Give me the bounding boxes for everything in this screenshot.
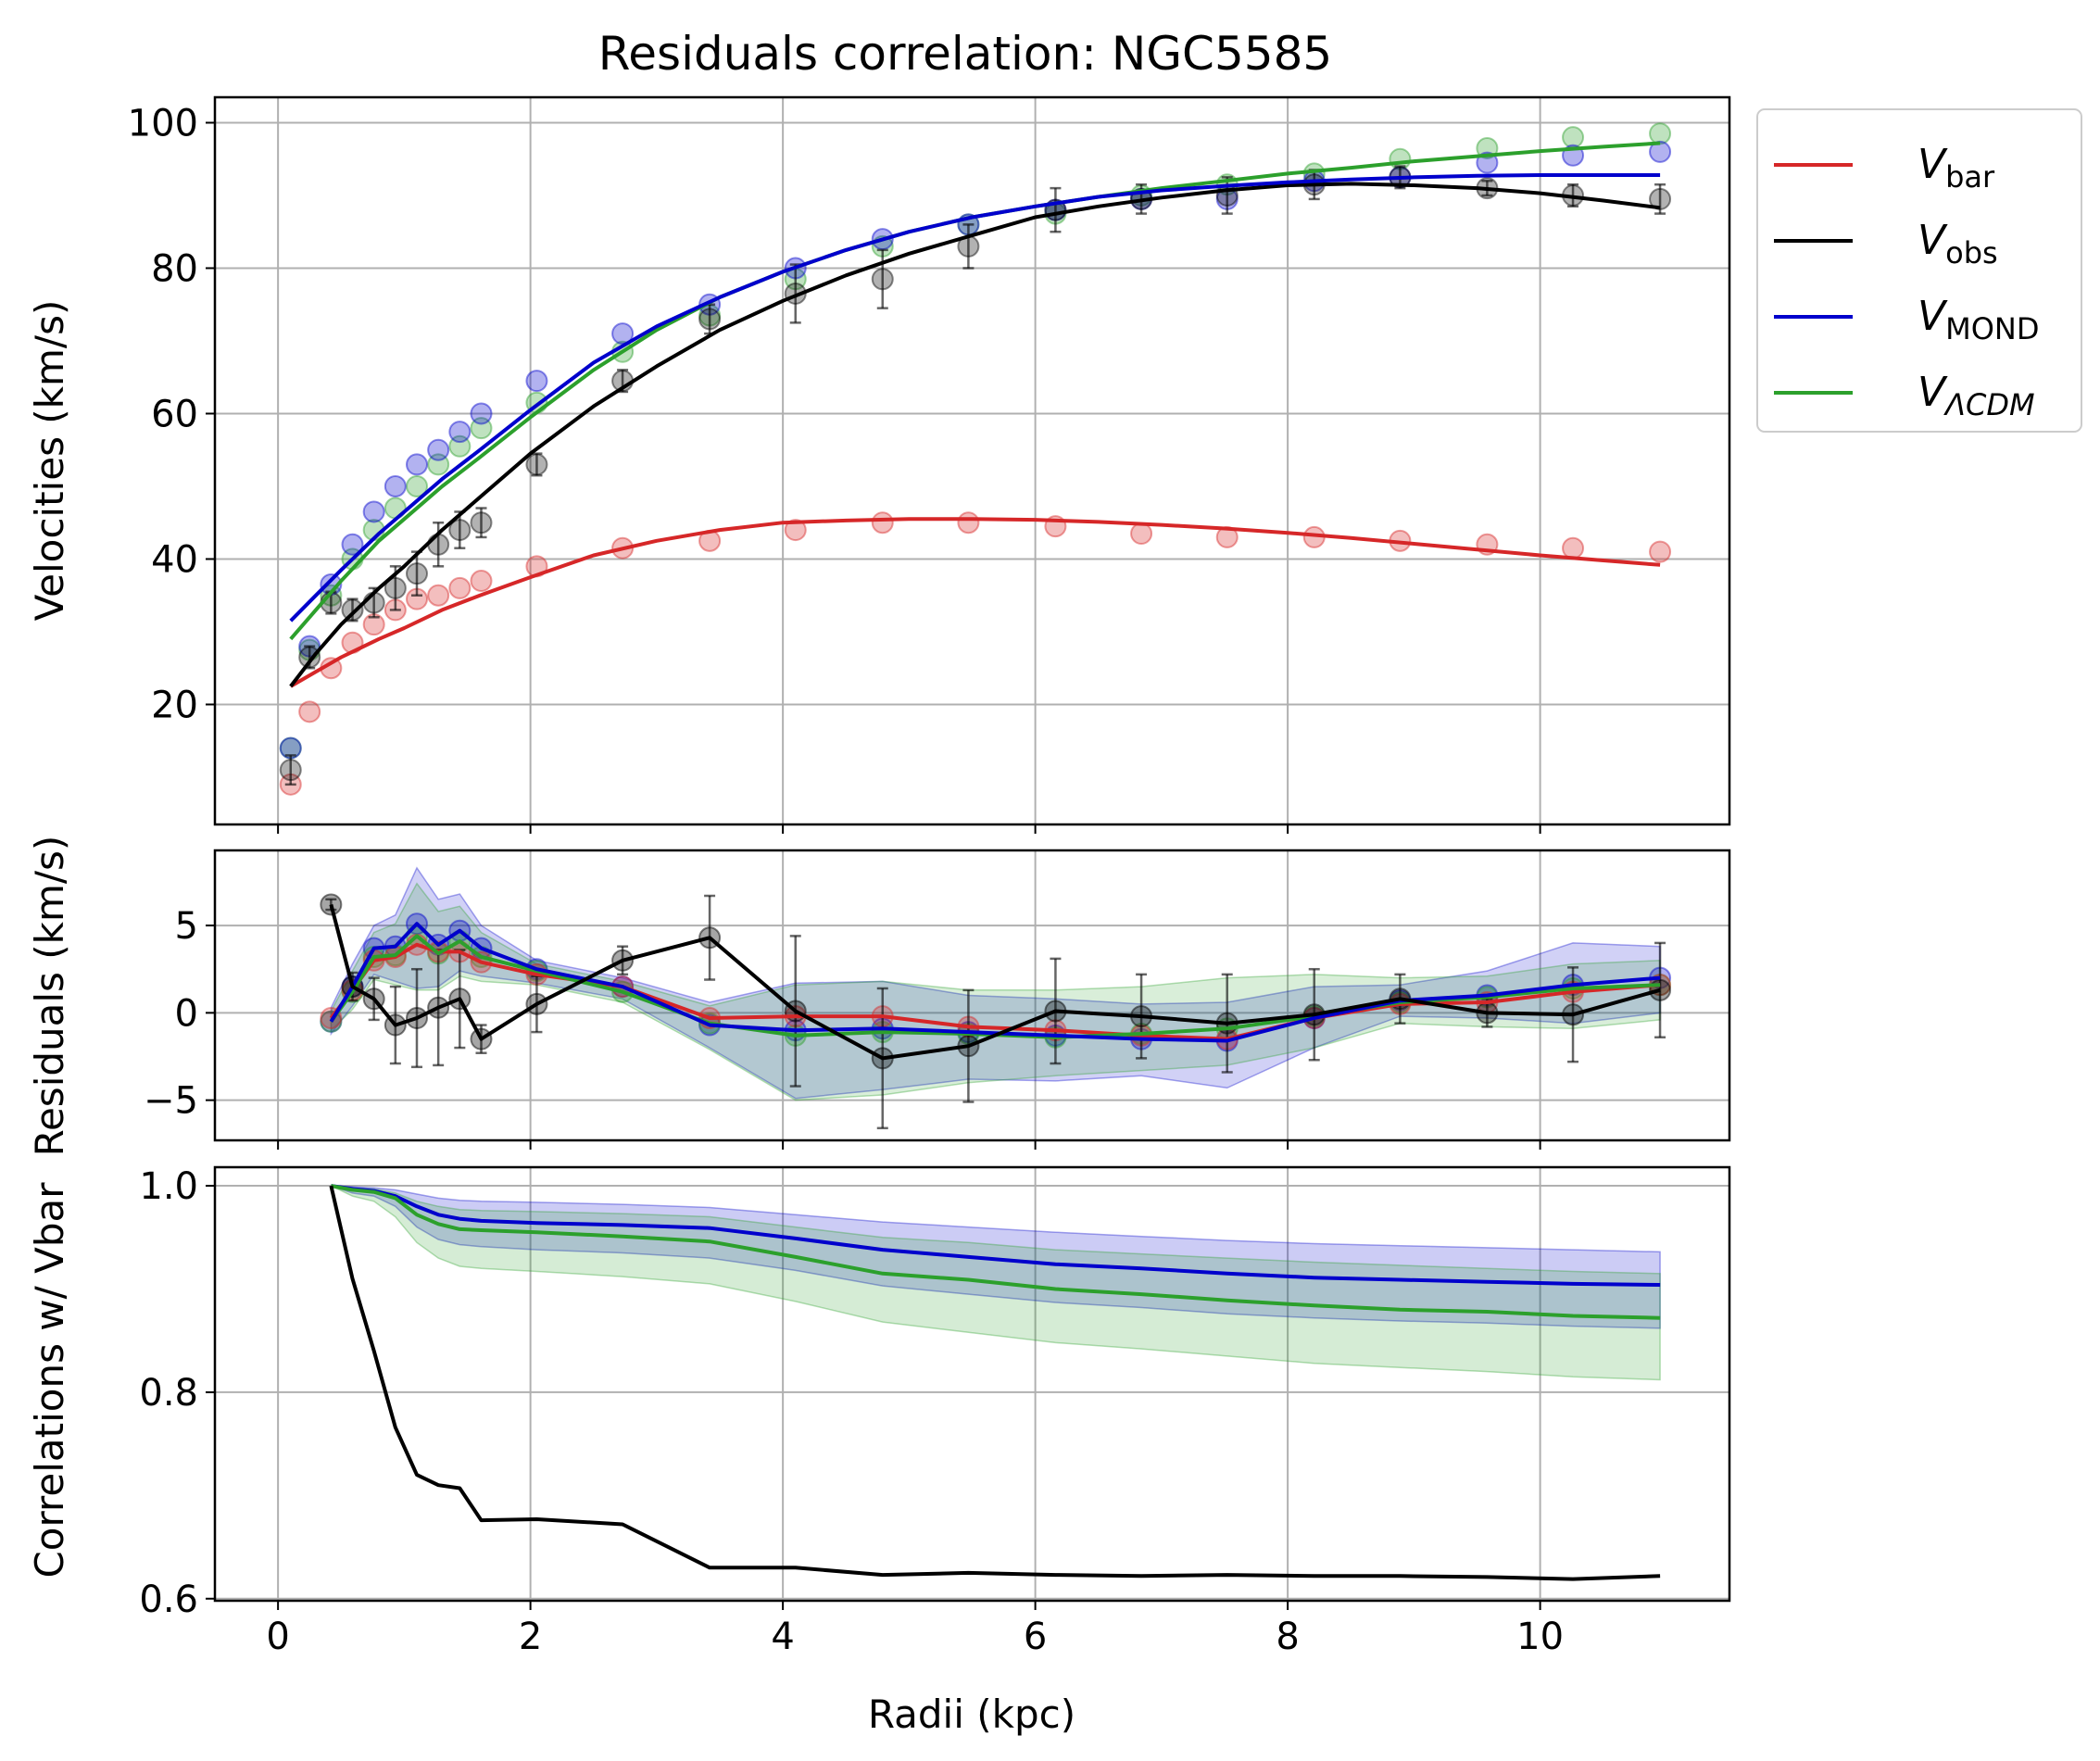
vobs-point	[1649, 187, 1672, 210]
lcdm-point	[448, 434, 472, 458]
y-tick-label: 0	[175, 992, 198, 1035]
vobs-point	[470, 511, 493, 535]
x-tick-label: 4	[771, 1616, 794, 1658]
vobs-point	[298, 646, 321, 669]
correlations-ticks: 0.6 0.8 1.0 0 2 4 6 8 10	[139, 1165, 1564, 1658]
residuals-frame	[213, 849, 1731, 1142]
lcdm-correlation-line	[331, 1184, 1661, 1320]
lcdm-point	[470, 417, 493, 440]
vobs-point	[406, 562, 428, 585]
correlations-frame	[213, 1165, 1731, 1603]
x-axis-label: Radii (kpc)	[868, 1692, 1075, 1737]
mond-correlation-line	[331, 1184, 1661, 1287]
mond-curve	[289, 173, 1661, 623]
vobs-point	[427, 533, 450, 556]
mond-point	[362, 500, 385, 523]
mond-point	[384, 474, 407, 497]
velocities-ticks: 20 40 60 80 100	[128, 102, 1541, 834]
vobs-point	[341, 598, 364, 622]
vobs-point	[525, 453, 548, 476]
legend-box	[1756, 108, 2082, 433]
vobs-point	[448, 519, 472, 542]
y-tick-label: 60	[151, 393, 198, 435]
vbar-curve	[289, 517, 1661, 688]
legend-label: Vbar	[1918, 141, 1995, 195]
correlations-panel: 0.6 0.8 1.0 0 2 4 6 8 10 Correlations w/ Vbar Ra…	[27, 1165, 1731, 1737]
velocities-grid	[215, 97, 1729, 824]
vbar-point	[427, 584, 450, 607]
residuals-panel: −5 0 5 Residuals (km/s)	[27, 836, 1731, 1157]
mond-point	[525, 370, 548, 393]
correlations-data	[329, 1184, 1661, 1581]
residuals-data	[320, 893, 1672, 1130]
y-tick-label: 40	[151, 538, 198, 581]
y-tick-label: −5	[144, 1080, 198, 1123]
vbar-point	[298, 700, 321, 723]
correlations-ylabel: Correlations w/ Vbar	[27, 1182, 72, 1579]
vbar-point	[448, 576, 472, 599]
y-tick-label: 0.6	[139, 1579, 198, 1621]
velocities-panel: 20 40 60 80 100 Velocities (km/s)	[27, 95, 1731, 834]
legend-label: VΛCDM	[1918, 369, 2035, 422]
vobs-curve	[289, 182, 1661, 688]
x-tick-label: 6	[1024, 1616, 1047, 1658]
velocities-data	[279, 122, 1672, 796]
y-tick-label: 20	[151, 684, 198, 726]
correlations-grid	[215, 1167, 1729, 1601]
y-tick-label: 100	[128, 102, 198, 145]
vbar-point	[1562, 536, 1585, 560]
mond-point	[341, 533, 364, 556]
chart-title: Residuals correlation: NGC5585	[598, 27, 1332, 81]
velocities-frame	[213, 95, 1731, 826]
x-tick-label: 10	[1516, 1616, 1564, 1658]
x-tick-label: 0	[266, 1616, 289, 1658]
vobs-point	[384, 576, 407, 599]
y-tick-label: 0.8	[139, 1372, 198, 1415]
vbar-point	[1130, 522, 1153, 545]
vobs-residual-point	[320, 893, 343, 916]
vobs-residual-line	[329, 903, 1661, 1061]
mond-point	[1649, 140, 1672, 163]
vbar-point	[470, 570, 493, 593]
residuals-ylabel: Residuals (km/s)	[27, 836, 72, 1157]
lcdm-point	[406, 474, 428, 497]
x-tick-label: 8	[1276, 1616, 1299, 1658]
mond-point	[406, 453, 428, 476]
lcdm-point	[427, 453, 450, 476]
vbar-point	[784, 519, 807, 542]
legend: Vbar Vobs VMOND VΛCDM	[1756, 108, 2082, 433]
mond-residual-line	[329, 922, 1661, 1043]
residuals-ticks: −5 0 5	[144, 905, 1541, 1150]
velocities-ylabel: Velocities (km/s)	[27, 300, 72, 622]
y-tick-label: 1.0	[139, 1165, 198, 1208]
vobs-point	[871, 268, 894, 291]
mond-correlation-band	[331, 1185, 1661, 1329]
vbar-point	[957, 511, 980, 535]
mond-point	[427, 438, 450, 461]
mond-point	[611, 322, 635, 346]
legend-label: Vobs	[1918, 217, 1998, 270]
vbar-point	[1649, 540, 1672, 563]
x-tick-label: 2	[519, 1616, 542, 1658]
vobs-correlation-line	[329, 1185, 1661, 1581]
vobs-point	[279, 759, 302, 782]
legend-label: VMOND	[1918, 293, 2039, 346]
mond-point	[448, 421, 472, 444]
y-tick-label: 5	[175, 905, 198, 948]
y-tick-label: 80	[151, 247, 198, 290]
vobs-point	[698, 308, 722, 331]
mond-point	[470, 402, 493, 425]
vbar-point	[871, 511, 894, 535]
